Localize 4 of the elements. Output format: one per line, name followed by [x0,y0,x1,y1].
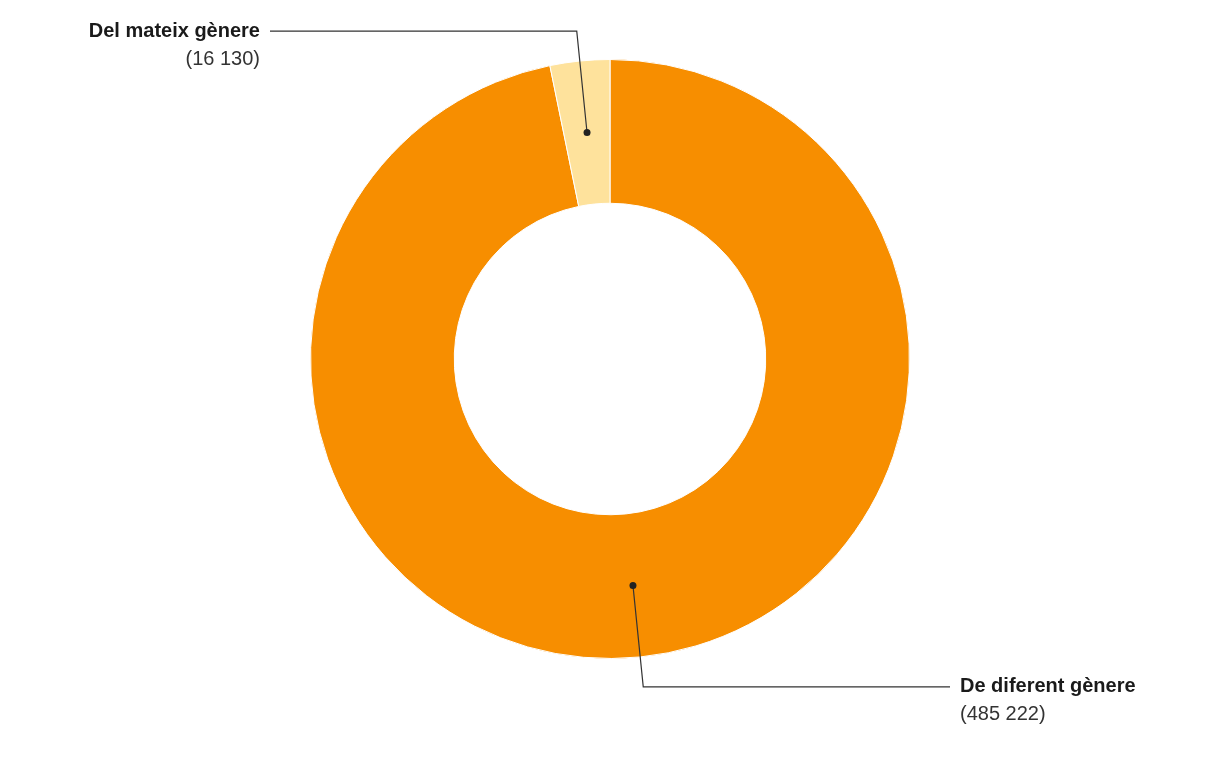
slice-label: Del mateix gènere [88,18,260,41]
data-label: (485 222) [960,702,1046,725]
slice-label: De diferent gènere [960,674,1136,697]
data-label: (16 130) [185,46,260,69]
